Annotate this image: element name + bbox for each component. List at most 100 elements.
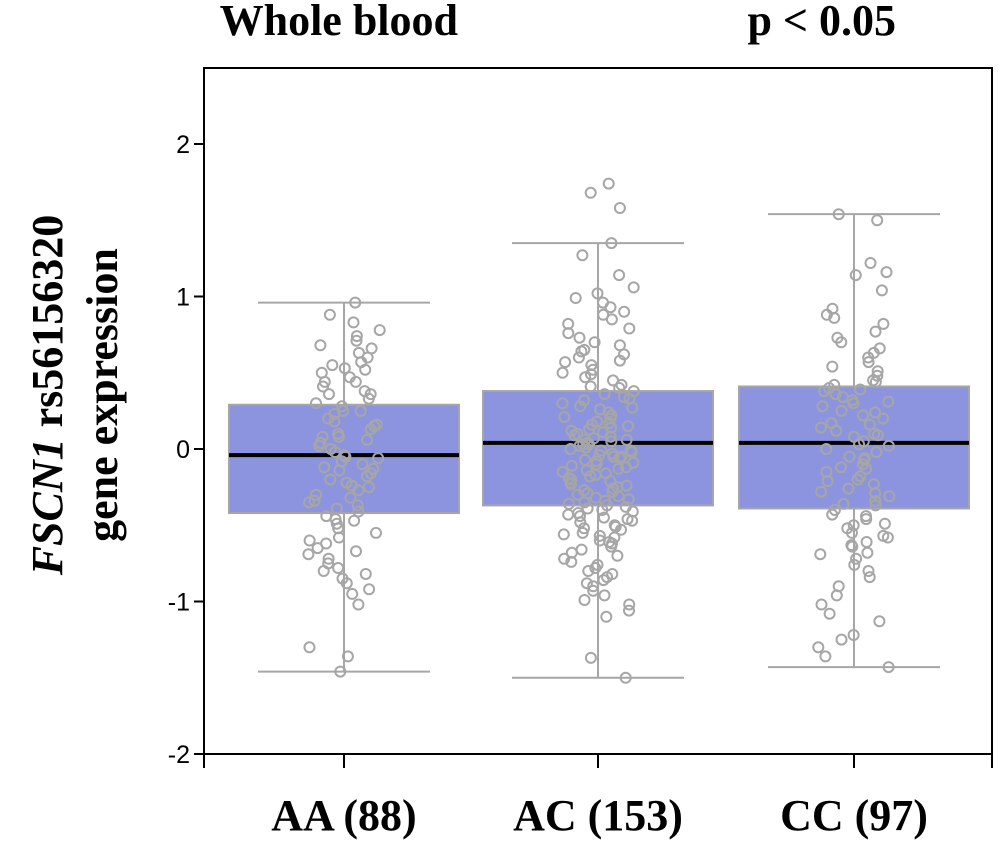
data-point [340,577,353,590]
data-point [302,548,315,561]
data-point [323,308,336,321]
data-point [620,433,633,446]
data-point [352,505,365,518]
data-point [869,325,882,338]
data-point [605,313,618,326]
data-point [348,514,361,527]
data-point [871,214,884,227]
data-point [615,450,628,463]
data-point [604,475,617,487]
data-point [589,562,602,574]
data-point [627,456,640,469]
y-axis-label: FSCN1 rs56156320 [23,215,72,577]
data-point [370,526,382,539]
data-point [623,604,635,617]
data-point [835,404,848,417]
data-point [583,423,596,436]
data-point [593,529,606,542]
data-point [584,380,597,393]
data-point [332,562,345,574]
data-point [875,284,888,297]
data-point [869,406,882,419]
data-point [350,334,363,347]
data-point [613,382,626,394]
data-point [575,543,588,556]
data-point [362,392,375,405]
y-tick-label: 2 [176,131,190,159]
data-point [815,421,827,434]
data-point [882,661,895,674]
y-axis-label-gene: FSCN1 [23,438,72,576]
data-point [830,589,843,602]
data-point [559,356,572,369]
data-point [346,587,359,600]
data-point [837,497,850,510]
data-point [556,397,569,410]
data-point [624,444,637,457]
data-point [556,465,569,478]
data-point [597,574,610,587]
data-point [832,208,845,221]
data-point [843,450,856,463]
data-point [582,565,595,577]
data-point [862,565,875,577]
data-point [818,385,831,398]
y-tick-label: 1 [176,284,190,312]
data-point [363,481,375,494]
y-axis-label-line2: gene expression [78,248,127,542]
data-point [605,435,618,448]
data-point [601,571,614,584]
data-point [334,665,347,678]
data-point [317,565,330,577]
data-point [565,555,578,568]
data-point [363,583,376,596]
data-point [846,526,858,539]
data-point [877,529,890,542]
data-point [612,462,625,475]
data-point [576,526,589,539]
data-point [882,395,895,408]
data-point [344,491,357,504]
data-point [326,359,339,372]
data-point [851,473,864,486]
data-point [322,552,335,565]
data-point [623,322,636,335]
data-point [604,430,617,443]
data-point [853,438,866,451]
data-point [819,650,832,663]
data-point [322,412,335,425]
category-label-ac: AC (153) [513,791,683,840]
data-point [578,594,591,606]
data-point [350,330,363,343]
data-point [850,552,863,565]
data-point [574,516,587,529]
data-point [349,375,362,388]
data-point [591,287,604,300]
data-point [575,345,588,358]
data-point [598,589,611,602]
data-point [860,462,873,475]
data-point [873,615,886,628]
data-point [310,397,322,410]
data-point [339,450,352,463]
data-point [883,490,896,503]
data-point [578,484,591,497]
data-point [556,366,569,379]
data-point [611,549,624,562]
data-point [605,237,618,250]
data-point [574,510,586,523]
data-point [569,292,582,304]
data-point [604,301,617,314]
data-point [591,558,604,571]
data-point [351,499,364,512]
data-point [564,478,577,491]
data-point [345,479,358,492]
jitter-points [302,177,896,684]
data-point [812,641,825,654]
data-point [820,308,833,321]
data-point [600,610,613,623]
data-point [617,391,630,404]
data-point [318,461,331,474]
p-value-label: p < 0.05 [747,0,896,45]
